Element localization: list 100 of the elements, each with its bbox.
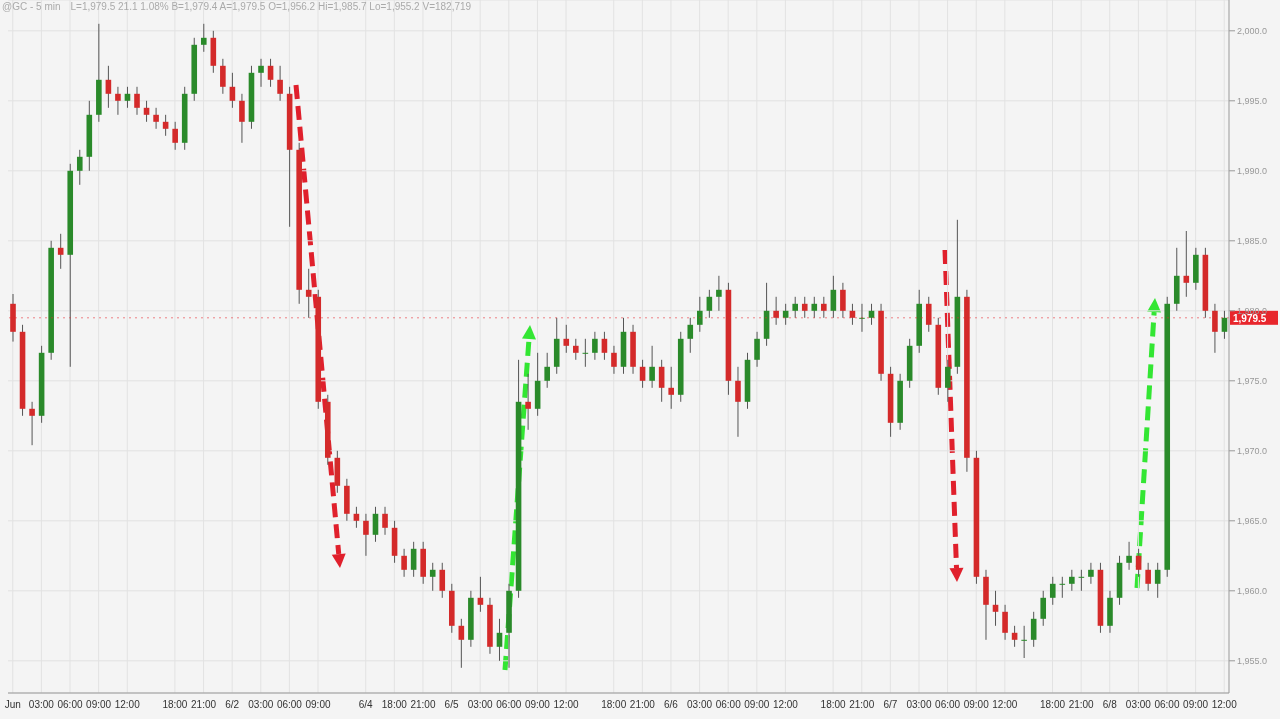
candlestick xyxy=(992,590,999,627)
x-tick-label: 6/6 xyxy=(664,699,679,711)
candlestick xyxy=(716,275,722,312)
candlestick xyxy=(258,58,264,88)
y-tick-label: 1,975.0 xyxy=(1237,375,1268,386)
candlestick xyxy=(1183,230,1190,298)
candlestick xyxy=(277,65,283,102)
candlestick xyxy=(649,345,655,389)
x-tick-label: 21:00 xyxy=(410,699,436,711)
x-tick-label: 6/5 xyxy=(444,699,459,711)
y-tick-label: 1,955.0 xyxy=(1237,655,1268,666)
candlestick xyxy=(1221,310,1228,340)
y-tick-label: 1,965.0 xyxy=(1237,515,1268,526)
candlestick xyxy=(544,352,550,389)
candlestick xyxy=(239,93,245,144)
candlestick xyxy=(1069,569,1075,592)
candlestick xyxy=(439,562,446,599)
candlestick xyxy=(172,121,178,151)
candlestick xyxy=(525,373,531,431)
candlestick xyxy=(429,562,436,592)
candlestick xyxy=(458,618,465,669)
y-tick-label: 2,000.0 xyxy=(1237,25,1268,36)
candlestick xyxy=(811,296,818,319)
x-tick-label: 03:00 xyxy=(1125,699,1152,711)
candlestick xyxy=(134,86,140,116)
x-tick-label: 06:00 xyxy=(496,699,522,711)
x-tick-label: 12:00 xyxy=(553,699,579,711)
candlestick xyxy=(801,296,808,319)
candlestick xyxy=(639,359,646,389)
candlestick xyxy=(1126,541,1132,571)
x-tick-label: 09:00 xyxy=(524,699,551,711)
y-tick-label: 1,990.0 xyxy=(1237,166,1268,176)
x-tick-label: 03:00 xyxy=(467,699,494,711)
x-tick-label: 09:00 xyxy=(963,699,990,711)
candlestick xyxy=(220,58,226,95)
x-tick-label: 03:00 xyxy=(28,699,55,711)
candlestick xyxy=(735,366,741,438)
x-tick-label: 03:00 xyxy=(906,699,932,711)
candlestick xyxy=(697,296,703,333)
x-tick-label: 18:00 xyxy=(381,699,408,711)
candlestick xyxy=(124,86,131,109)
candlestick xyxy=(706,289,713,319)
x-tick-label: 06:00 xyxy=(276,699,303,711)
y-tick-label: 1,960.0 xyxy=(1237,585,1268,596)
candlestick xyxy=(153,107,159,130)
candlestick xyxy=(754,331,760,368)
candlestick xyxy=(1154,562,1161,599)
candlestick xyxy=(821,296,827,319)
x-tick-label: 12:00 xyxy=(1211,699,1238,711)
x-tick-label: 21:00 xyxy=(849,699,875,711)
candlestick xyxy=(162,114,169,137)
candlestick xyxy=(925,296,932,333)
candlestick xyxy=(305,268,312,319)
chart-title: @GC - 5 min xyxy=(2,1,61,12)
candlestick xyxy=(1135,548,1142,578)
candlestick xyxy=(76,149,83,186)
candlestick xyxy=(840,282,846,319)
candlestick xyxy=(563,324,570,354)
candlestick xyxy=(200,23,207,53)
x-tick-label: 12:00 xyxy=(772,699,799,711)
candlestick xyxy=(57,233,64,270)
candlestick xyxy=(143,100,150,123)
y-tick-label: 1,995.0 xyxy=(1237,96,1268,106)
x-tick-label: 21:00 xyxy=(1068,699,1095,711)
candlestick xyxy=(859,303,865,333)
x-tick-label: 06:00 xyxy=(1154,699,1180,711)
candlestick xyxy=(668,366,674,410)
x-tick-label: 06:00 xyxy=(715,699,742,711)
chart-subtitle: L=1,979.5 21.1 1.08% B=1,979.4 A=1,979.5 O=1,956.2 Hi=1,985.7 Lo=1,955.2 V=182,719 xyxy=(70,1,472,12)
candlestick xyxy=(1002,604,1008,641)
candlestick xyxy=(363,513,369,557)
candlestick xyxy=(353,506,360,529)
candlestick xyxy=(601,331,608,361)
x-tick-label: 18:00 xyxy=(162,699,188,711)
candlestick xyxy=(1059,576,1066,599)
x-tick-label: 03:00 xyxy=(687,699,713,711)
x-tick-label: 03:00 xyxy=(248,699,274,711)
candlestick xyxy=(945,359,951,403)
x-tick-label: 6/8 xyxy=(1102,699,1118,711)
candlestick xyxy=(401,548,407,578)
candlestick xyxy=(1088,562,1094,585)
y-tick-label: 1,970.0 xyxy=(1237,445,1268,456)
candlestick xyxy=(611,345,617,375)
y-tick-label: 1,985.0 xyxy=(1237,236,1268,246)
candlestick xyxy=(1145,562,1151,592)
x-tick-label: 09:00 xyxy=(1183,699,1209,711)
candlestick xyxy=(29,401,35,446)
candlestick xyxy=(115,86,121,116)
x-tick-label: 12:00 xyxy=(114,699,141,711)
x-tick-label: 21:00 xyxy=(629,699,656,711)
x-tick-label: 6/4 xyxy=(358,699,374,711)
x-tick-label: 6/2 xyxy=(225,699,240,711)
candlestick xyxy=(229,72,236,109)
candlestick xyxy=(382,506,388,536)
candlestick xyxy=(267,58,274,88)
x-tick-label: 06:00 xyxy=(935,699,961,711)
x-tick-label: 18:00 xyxy=(1040,699,1066,711)
candlestick xyxy=(496,618,503,662)
candlestick xyxy=(1040,590,1047,627)
x-tick-label: 21:00 xyxy=(191,699,217,711)
